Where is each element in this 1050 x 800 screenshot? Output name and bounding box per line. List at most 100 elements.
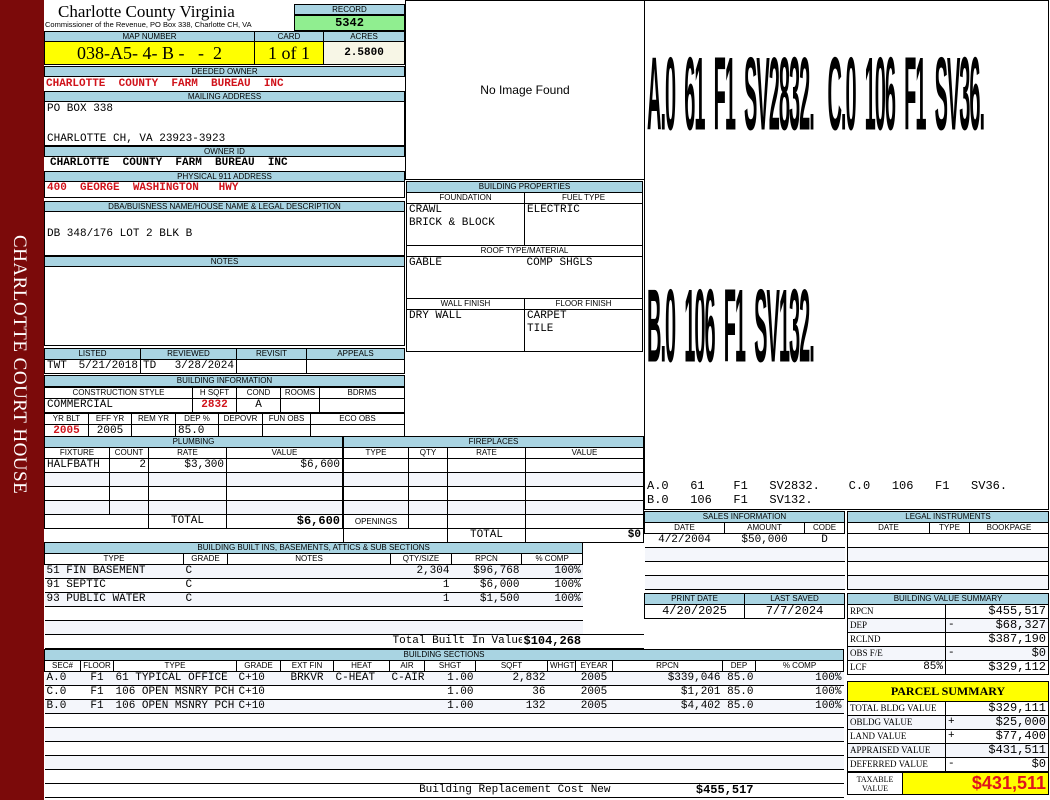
table-cell [612,713,723,728]
table-cell: 85.0 [722,671,756,686]
section-row [44,755,844,770]
table-cell: 1 [390,592,452,607]
table-cell: C [183,578,228,593]
listed-label: LISTED [44,348,141,360]
table-cell [44,783,390,798]
plumbing-table: PLUMBING FIXTURE COUNT RATE VALUE HALFBATH 2… [44,436,343,529]
table-cell [44,634,391,649]
dep-pct-label: DEP % [175,413,219,425]
table-cell [80,769,114,784]
table-cell [390,620,452,635]
table-cell: B.0 [44,699,81,714]
eff-yr-label: EFF YR [88,413,132,425]
replacement-cost: $455,517 [612,783,756,798]
table-cell [390,606,452,621]
record-label: RECORD [294,4,405,15]
table-cell [389,685,425,700]
table-cell [280,769,334,784]
table-cell [44,472,110,487]
table-cell [722,769,756,784]
table-cell [44,514,149,529]
last-saved-label: LAST SAVED [744,593,845,605]
deeded-owner: CHARLOTTE COUNTY FARM BUREAU INC [46,78,284,90]
parcel-summary-row: OBLDG VALUE + $25,000 [847,715,1049,730]
table-cell: $50,000 [724,533,805,548]
notes-label: NOTES [44,256,405,267]
foundation-1: CRAWL [409,204,443,217]
cond-label: COND [236,387,281,399]
table-cell: 1.00 [424,699,476,714]
table-cell [280,713,334,728]
section-row [44,769,844,784]
openings-label: OPENINGS [343,514,409,529]
owner-id-label: OWNER ID [44,146,405,157]
construction-style: COMMERCIAL [44,398,193,413]
review-table: LISTED REVIEWED REVISIT APPEALS TWT 5/21/20… [44,348,405,374]
value-summary-row: RCLND $387,190 [847,632,1049,647]
table-cell [44,713,81,728]
plumbing-row [44,472,343,487]
table-cell [333,769,390,784]
table-cell [547,685,576,700]
table-cell: 93 PUBLIC WATER [44,592,184,607]
table-cell [475,755,548,770]
table-cell [451,620,522,635]
table-cell: + [945,729,960,744]
table-cell [575,755,613,770]
table-cell: 100% [755,685,844,700]
table-cell [280,741,334,756]
fuel-label: FUEL TYPE [524,192,643,204]
section-row [44,713,844,728]
table-cell [451,606,522,621]
roof-type: GABLE [406,256,525,299]
table-cell: 85.0 [722,699,756,714]
table-cell: C+10 [236,699,281,714]
table-cell: 2005 [575,699,613,714]
page-subtitle: Commissioner of the Revenue, PO Box 338,… [45,20,252,29]
table-cell: $77,400 [959,729,1049,744]
legal-title: LEGAL INSTRUMENTS [847,511,1049,523]
table-cell: HEAT [333,660,390,672]
table-cell [227,578,391,593]
value-summary-row: DEP - $68,327 [847,618,1049,633]
table-cell [389,769,425,784]
value-summary-row: LCF 85% $329,112 [847,660,1049,675]
table-cell: 100% [521,578,583,593]
table-cell [226,486,343,501]
legal-date-header: DATE [847,522,930,534]
fp-total-label: TOTAL [447,528,526,543]
table-cell: TOTAL BLDG VALUE [847,701,946,716]
parcel-summary-row: APPRAISED VALUE $431,511 [847,743,1049,758]
table-cell: WHGT [547,660,576,672]
table-cell [389,699,425,714]
table-cell [547,755,576,770]
table-cell: 100% [755,671,844,686]
table-cell [44,620,184,635]
building-info-title: BUILDING INFORMATION [44,375,405,387]
table-cell: - [945,646,960,661]
table-cell: $6,600 [226,458,343,473]
legal-type-header: TYPE [929,522,970,534]
foundation-label: FOUNDATION [406,192,525,204]
legal-instruments-table: LEGAL INSTRUMENTS DATE TYPE BOOKPAGE [847,511,1049,590]
sales-title: SALES INFORMATION [644,511,845,523]
building-value-summary: BUILDING VALUE SUMMARY RPCN $455,517 DEP - $… [847,593,1049,675]
table-cell: % COMP [755,660,844,672]
table-cell: 91 SEPTIC [44,578,184,593]
table-cell: DEP [847,618,913,633]
table-cell: 2,832 [475,671,548,686]
table-cell [945,632,960,647]
section-row: C.0 F1 106 OPEN MSNRY PCH C+10 1.00 36 2005 $1,… [44,685,844,700]
table-cell [389,713,425,728]
foundation-2: BRICK & BLOCK [409,217,495,229]
table-cell [44,769,81,784]
table-cell: F1 [80,685,114,700]
table-cell [226,500,343,515]
table-cell [804,547,845,562]
table-cell [226,472,343,487]
table-row: Total Built In Value $104,268 [44,634,644,649]
table-cell [804,561,845,576]
table-cell [280,699,334,714]
table-cell: $0 [959,757,1049,772]
section-header-row: SEC# FLOOR TYPE GRADE EXT FIN HEAT AIR SHGT SQFT… [44,660,844,672]
